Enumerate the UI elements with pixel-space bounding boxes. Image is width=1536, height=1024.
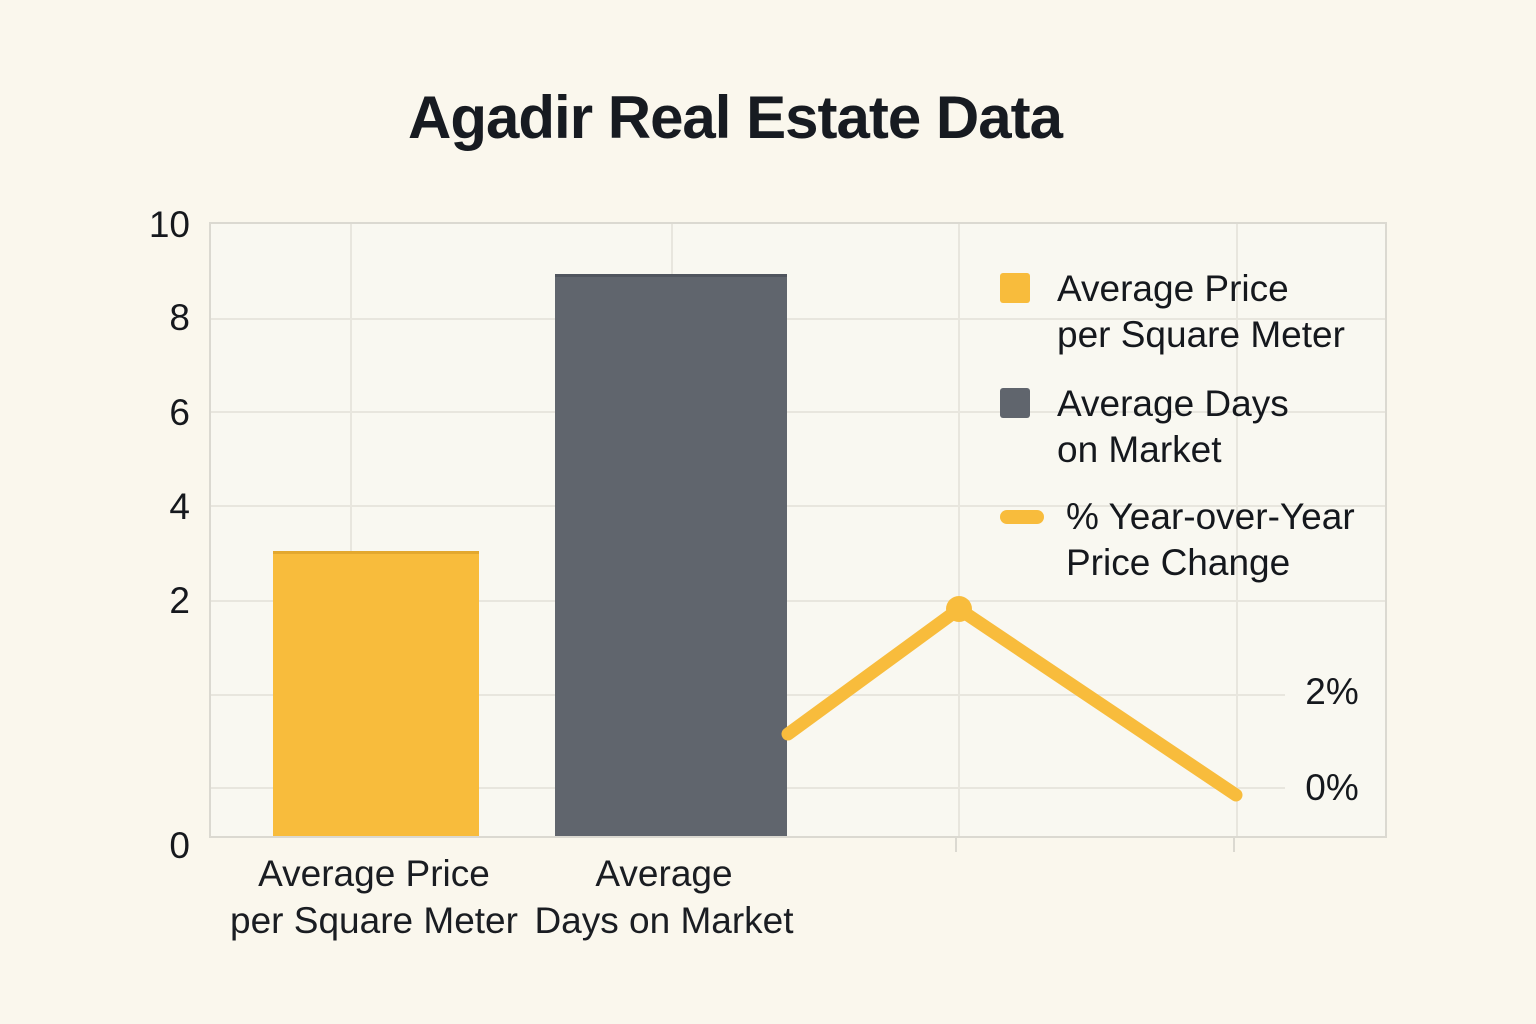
y-tick-4: 4: [169, 486, 190, 527]
y-tick-8: 8: [169, 297, 190, 338]
right-axis-label-0pct: 0%: [1295, 765, 1369, 811]
gridline-vertical: [958, 224, 960, 836]
gridline-horizontal: [211, 411, 1385, 413]
plot-area: 2% 0% Average Price per Square Meter Ave…: [209, 222, 1387, 838]
y-tick-6: 6: [169, 392, 190, 433]
gridline-vertical: [350, 224, 352, 836]
legend-item-average-price: Average Price per Square Meter: [1000, 266, 1345, 358]
gridline-horizontal: [211, 600, 1385, 602]
legend-item-yoy-change: % Year-over-Year Price Change: [1000, 494, 1355, 586]
legend-item-average-days: Average Days on Market: [1000, 381, 1289, 473]
y-tick-2: 2: [169, 580, 190, 621]
x-label-average-days: Average Days on Market: [534, 853, 794, 941]
legend-swatch-average-days: [1000, 388, 1030, 418]
gridline-horizontal: [211, 318, 1385, 320]
y-tick-10: 10: [148, 204, 190, 245]
legend-swatch-yoy-line: [1000, 510, 1044, 524]
line-series-path: [781, 602, 1243, 802]
axis-tick-stub: [955, 838, 957, 852]
gridline-horizontal: [211, 505, 1385, 507]
gridline-vertical: [1236, 224, 1238, 836]
legend-label-yoy-change: % Year-over-Year Price Change: [1066, 496, 1355, 583]
y-tick-0: 0: [169, 825, 190, 866]
legend-label-average-price: Average Price per Square Meter: [1057, 268, 1345, 355]
bar-average-price: [273, 551, 479, 836]
legend-swatch-average-price: [1000, 273, 1030, 303]
axis-tick-stub: [1233, 838, 1235, 852]
legend-label-average-days: Average Days on Market: [1057, 383, 1289, 470]
x-label-average-price: Average Price per Square Meter: [230, 853, 518, 941]
bar-average-days: [555, 274, 787, 836]
chart-title: Agadir Real Estate Data: [408, 84, 1063, 151]
right-axis-label-2pct: 2%: [1295, 669, 1369, 715]
